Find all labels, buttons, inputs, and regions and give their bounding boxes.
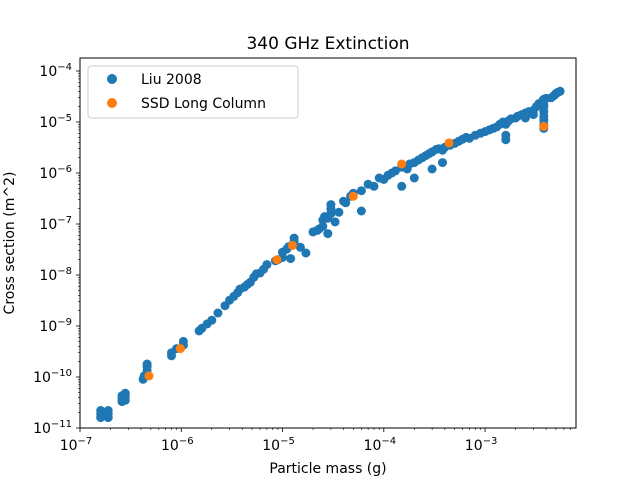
data-point	[178, 336, 188, 346]
legend: Liu 2008 SSD Long Column	[87, 65, 299, 119]
data-point	[144, 371, 154, 381]
data-point	[409, 173, 419, 183]
x-tick-label: 10−3	[465, 436, 498, 454]
data-point	[444, 138, 454, 148]
data-point	[341, 198, 351, 208]
legend-label-ssd-long-column: SSD Long Column	[141, 96, 266, 112]
y-tick-label: 10−5	[39, 113, 72, 131]
data-point	[120, 388, 130, 398]
data-point	[330, 217, 340, 227]
data-point	[348, 191, 358, 201]
y-tick-label: 10−7	[39, 215, 72, 233]
data-point	[501, 130, 511, 140]
y-axis-label: Cross section (m^2)	[2, 172, 18, 315]
data-point	[272, 255, 282, 265]
chart-title: 340 GHz Extinction	[246, 34, 409, 54]
data-points-layer	[96, 86, 565, 423]
data-point	[175, 344, 185, 354]
y-tick-label: 10−8	[39, 266, 72, 284]
data-point	[318, 221, 328, 231]
data-point	[289, 233, 299, 243]
data-point	[528, 110, 538, 120]
y-axis: 10−11 10−10 10−9 10−8 10−7 10−6 10−5 10−4	[33, 62, 80, 437]
x-axis-label: Particle mass (g)	[269, 461, 386, 477]
data-point	[369, 181, 379, 191]
y-tick-label: 10−6	[39, 164, 72, 182]
y-tick-label: 10−10	[33, 368, 72, 386]
data-point	[539, 121, 549, 131]
data-point	[438, 158, 447, 168]
data-point	[334, 207, 344, 217]
data-point	[397, 181, 407, 191]
x-axis: 10−7 10−6 10−5 10−4 10−3	[60, 428, 571, 454]
y-tick-label: 10−4	[39, 62, 72, 80]
data-point	[427, 164, 437, 174]
series-liu-2008	[96, 86, 565, 423]
data-point	[555, 86, 565, 96]
data-point	[262, 260, 272, 270]
legend-marker-ssd-long-column	[107, 98, 117, 108]
data-point	[142, 359, 152, 369]
data-point	[295, 242, 305, 252]
data-point	[103, 406, 113, 415]
data-point	[356, 186, 366, 196]
data-point	[96, 406, 106, 415]
data-point	[301, 248, 311, 258]
x-tick-label: 10−6	[161, 436, 194, 454]
data-point	[326, 200, 336, 210]
data-point	[356, 206, 366, 216]
data-point	[397, 159, 407, 169]
y-tick-label: 10−9	[39, 317, 72, 335]
legend-marker-liu-2008	[107, 74, 117, 84]
data-point	[539, 100, 549, 110]
legend-label-liu-2008: Liu 2008	[141, 72, 202, 88]
data-point	[323, 229, 333, 239]
x-tick-label: 10−5	[262, 436, 295, 454]
plot-frame	[79, 57, 577, 429]
y-tick-label: 10−11	[33, 419, 72, 437]
data-point	[286, 254, 296, 264]
data-point	[207, 315, 217, 325]
legend-box	[87, 65, 299, 119]
x-tick-label: 10−7	[60, 436, 93, 454]
data-point	[213, 308, 223, 318]
data-point	[287, 240, 297, 250]
x-tick-label: 10−4	[364, 436, 397, 454]
series-ssd-long-column	[144, 121, 549, 381]
